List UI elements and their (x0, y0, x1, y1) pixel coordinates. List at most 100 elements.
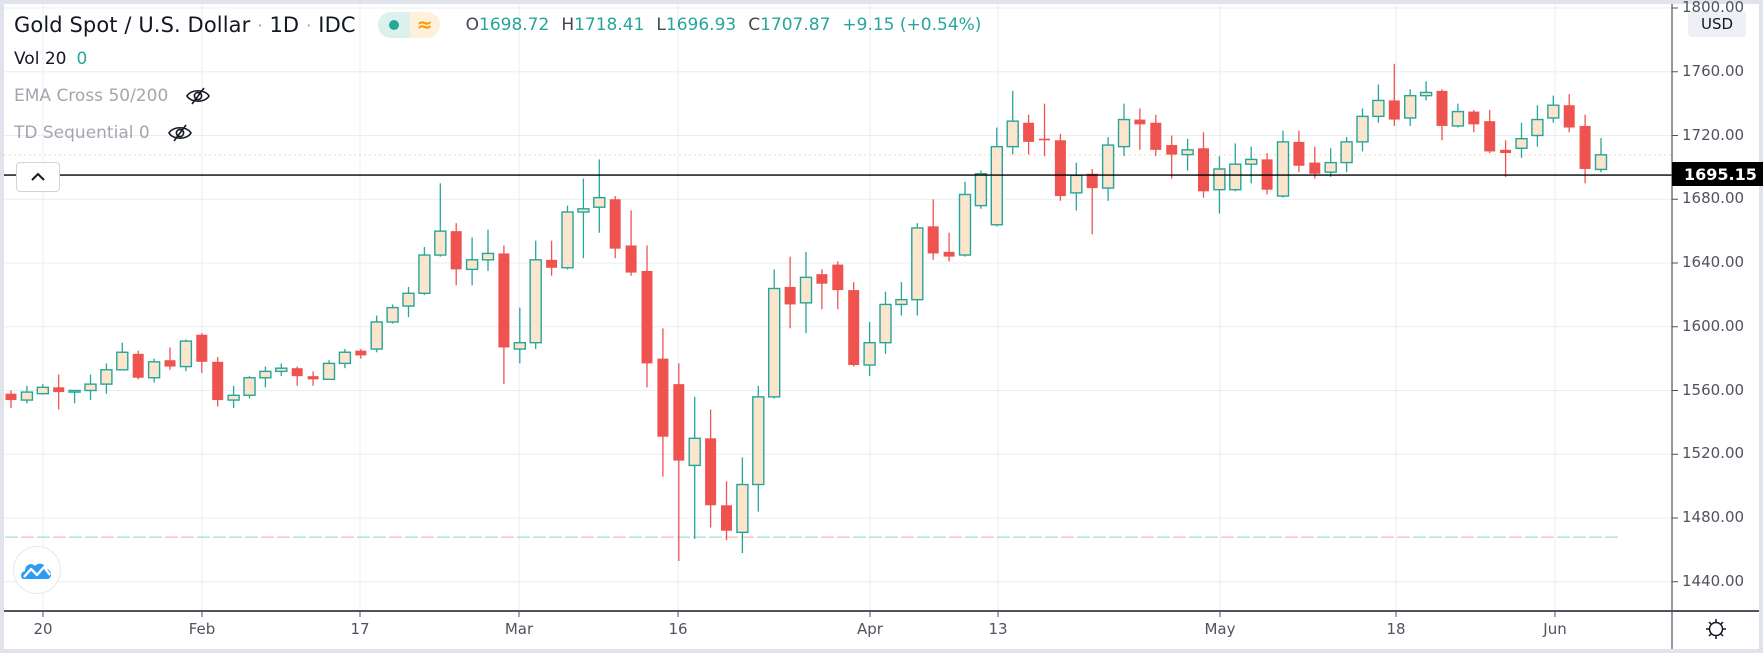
candle-down[interactable] (1484, 110, 1496, 154)
candle-down[interactable] (212, 357, 224, 407)
candle-up[interactable] (1372, 84, 1385, 123)
candle-up[interactable] (1356, 108, 1369, 152)
candle-down[interactable] (291, 366, 303, 386)
candle-down[interactable] (641, 245, 653, 388)
candle-down[interactable] (355, 349, 367, 359)
candle-down[interactable] (307, 371, 319, 386)
candle-up[interactable] (958, 181, 972, 257)
candle-up[interactable] (688, 396, 701, 539)
candle-down[interactable] (1039, 103, 1050, 157)
candle-up[interactable] (1276, 130, 1290, 198)
candle-up[interactable] (879, 291, 892, 354)
candle-up[interactable] (1531, 105, 1544, 147)
candle-up[interactable] (418, 247, 431, 295)
candle-down[interactable] (450, 223, 462, 286)
candle-up[interactable] (338, 349, 352, 369)
candle-up[interactable] (1117, 103, 1131, 157)
candle-down[interactable] (132, 350, 144, 380)
candle-up[interactable] (100, 363, 113, 394)
candle-up[interactable] (990, 127, 1003, 227)
candle-down[interactable] (1086, 168, 1098, 235)
candle-up[interactable] (1006, 90, 1019, 155)
candle-up[interactable] (1515, 122, 1528, 158)
candle-down[interactable] (1166, 135, 1178, 179)
candle-down[interactable] (625, 210, 637, 276)
candle-down[interactable] (927, 199, 939, 260)
candle-up[interactable] (481, 229, 495, 271)
candle-up[interactable] (402, 286, 415, 318)
candle-up[interactable] (370, 315, 383, 353)
candle-down[interactable] (721, 481, 732, 541)
candle-down[interactable] (816, 269, 828, 310)
candle-down[interactable] (1023, 114, 1035, 155)
candle-up[interactable] (1181, 138, 1194, 171)
candle-up[interactable] (434, 183, 447, 257)
candle-up[interactable] (1340, 137, 1353, 173)
candle-up[interactable] (147, 358, 161, 383)
candle-up[interactable] (974, 170, 988, 209)
candle-up[interactable] (561, 205, 574, 270)
candle-up[interactable] (1419, 81, 1433, 101)
candle-down[interactable] (1134, 108, 1146, 150)
candle-up[interactable] (386, 304, 399, 324)
candle-up[interactable] (1229, 143, 1242, 192)
candle-up[interactable] (577, 178, 590, 259)
candle-down[interactable] (164, 347, 176, 370)
candle-up[interactable] (1594, 138, 1608, 173)
candle-up[interactable] (36, 384, 49, 395)
candle-up[interactable] (1244, 146, 1258, 184)
eye-off-icon[interactable] (184, 86, 212, 106)
candle-up[interactable] (768, 269, 781, 399)
indicator-ema-cross[interactable]: EMA Cross 50/200 (14, 77, 981, 114)
candle-down[interactable] (1261, 153, 1273, 195)
candle-up[interactable] (1403, 89, 1417, 126)
candle-up[interactable] (1101, 137, 1115, 201)
candle-down[interactable] (1293, 130, 1305, 173)
candle-up[interactable] (227, 385, 240, 409)
candle-down[interactable] (784, 256, 796, 329)
candle-up[interactable] (84, 374, 97, 401)
candle-up[interactable] (275, 363, 288, 377)
candle-up[interactable] (529, 240, 542, 350)
candle-down[interactable] (546, 240, 558, 276)
candle-down[interactable] (609, 196, 621, 259)
indicator-volume[interactable]: Vol 20 0 (14, 41, 981, 77)
candle-up[interactable] (895, 282, 908, 316)
candle-down[interactable] (1388, 63, 1400, 126)
candle-down[interactable] (498, 245, 510, 385)
candle-up[interactable] (243, 376, 256, 399)
candle-down[interactable] (705, 409, 717, 528)
candle-up[interactable] (259, 366, 272, 388)
chart-settings-gear-icon[interactable] (1704, 617, 1728, 641)
candle-up[interactable] (179, 339, 193, 372)
interval-label[interactable]: 1D (269, 13, 300, 37)
candle-up[interactable] (911, 223, 924, 316)
candle-down[interactable] (1309, 146, 1321, 179)
candle-up[interactable] (736, 457, 749, 554)
candle-down[interactable] (1198, 132, 1209, 198)
candle-up[interactable] (863, 321, 876, 377)
candle-up[interactable] (799, 251, 813, 334)
candle-down[interactable] (943, 232, 955, 262)
candle-down[interactable] (832, 261, 844, 310)
symbol-title[interactable]: Gold Spot / U.S. Dollar (14, 13, 251, 37)
candle-up[interactable] (322, 360, 336, 381)
candle-up[interactable] (1451, 103, 1465, 128)
candle-up[interactable] (1070, 162, 1083, 211)
candle-down[interactable] (1436, 89, 1448, 141)
candle-down[interactable] (1563, 94, 1575, 133)
market-status-pill[interactable]: ≈ (377, 12, 440, 38)
candle-up[interactable] (1324, 148, 1337, 177)
candle-down[interactable] (1150, 114, 1162, 157)
candle-down[interactable] (1500, 140, 1512, 177)
candle-up[interactable] (752, 385, 765, 512)
tradingview-logo[interactable] (13, 546, 61, 594)
candle-down[interactable] (657, 328, 669, 477)
collapse-legend-button[interactable] (16, 162, 60, 192)
candle-up[interactable] (1547, 95, 1560, 123)
candle-down[interactable] (5, 390, 17, 409)
candle-up[interactable] (1213, 156, 1226, 214)
candle-down[interactable] (848, 282, 860, 367)
indicator-td-sequential[interactable]: TD Sequential 0 (14, 114, 981, 151)
